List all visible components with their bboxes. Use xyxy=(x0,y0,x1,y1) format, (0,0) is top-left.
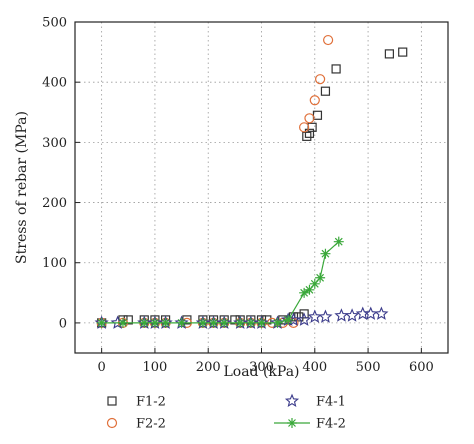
data-point-f2-2 xyxy=(323,34,334,46)
legend-marker-f2-2 xyxy=(106,417,118,429)
data-point-f4-2 xyxy=(208,317,219,328)
data-point-f2-2 xyxy=(299,122,310,133)
data-point-f4-2 xyxy=(304,284,315,295)
data-point-f4-2 xyxy=(139,317,150,328)
y-tick-label: 200 xyxy=(42,196,67,211)
legend: F1-2 F2-2 F4-1 F4-2 xyxy=(106,393,346,432)
data-point-f1-2 xyxy=(398,47,408,57)
data-point-f2-2 xyxy=(309,95,320,106)
legend-label-f4-2: F4-2 xyxy=(316,417,346,432)
y-axis-label: Stress of rebar (MPa) xyxy=(14,111,30,264)
y-tick-label: 500 xyxy=(42,16,67,31)
x-tick-label: 200 xyxy=(196,360,221,375)
series-line-f4-2 xyxy=(101,241,340,324)
data-point-f1-2 xyxy=(331,64,341,74)
legend-item-f4-2: F4-2 xyxy=(274,417,346,432)
data-point-f4-2 xyxy=(149,317,160,328)
data-point-f4-2 xyxy=(309,278,320,289)
data-point-f4-2 xyxy=(283,314,294,325)
x-tick-label: 400 xyxy=(302,360,327,375)
data-point-f2-2 xyxy=(304,113,315,124)
data-point-f4-2 xyxy=(256,317,267,328)
data-point-f4-2 xyxy=(333,236,344,247)
grid-lines xyxy=(75,21,448,353)
data-point-f1-2 xyxy=(123,315,133,325)
x-tick-label: 100 xyxy=(143,360,168,375)
data-point-f4-2 xyxy=(299,287,310,298)
data-point-f1-2 xyxy=(384,49,394,59)
axis-ticks: 0 100 200 300 400 500 600 0 100 200 300 400 500 xyxy=(42,16,434,376)
data-point-f1-2 xyxy=(299,309,309,319)
series-layer xyxy=(94,34,408,329)
x-tick-label: 500 xyxy=(356,360,381,375)
data-point-f4-1 xyxy=(297,312,312,326)
series-f4-2 xyxy=(96,236,344,328)
data-point-f4-2 xyxy=(176,317,187,328)
legend-item-f2-2: F2-2 xyxy=(106,417,166,432)
data-point-f4-1 xyxy=(334,308,349,322)
y-tick-label: 300 xyxy=(42,136,67,151)
data-point-f4-2 xyxy=(315,272,326,283)
legend-label-f1-2: F1-2 xyxy=(136,395,166,410)
y-tick-label: 100 xyxy=(42,256,67,271)
legend-marker-f1-2 xyxy=(107,396,117,406)
series-f1-2 xyxy=(97,47,408,328)
data-point-f2-2 xyxy=(315,74,326,85)
data-point-f4-2 xyxy=(96,317,107,328)
plot-area: 0 100 200 300 400 500 600 0 100 200 300 400 500 xyxy=(42,16,449,376)
legend-label-f2-2: F2-2 xyxy=(136,417,166,432)
series-f2-2 xyxy=(96,34,334,329)
legend-marker-f4-1 xyxy=(284,393,300,408)
data-point-f1-2 xyxy=(320,86,331,96)
data-point-f4-2 xyxy=(245,317,256,328)
data-point-f4-1 xyxy=(374,306,389,320)
x-tick-label: 300 xyxy=(249,360,274,375)
legend-item-f4-1: F4-1 xyxy=(284,393,346,410)
x-tick-label: 600 xyxy=(409,360,434,375)
data-point-f4-2 xyxy=(197,317,208,328)
data-point-f4-2 xyxy=(320,248,331,259)
y-tick-label: 0 xyxy=(59,316,67,331)
legend-label-f4-1: F4-1 xyxy=(316,395,346,410)
data-point-f4-2 xyxy=(160,317,171,328)
data-point-f4-1 xyxy=(110,315,125,329)
data-point-f4-1 xyxy=(363,306,378,320)
data-point-f4-1 xyxy=(307,309,322,323)
x-axis-label: Load (kPa) xyxy=(223,364,299,380)
legend-item-f1-2: F1-2 xyxy=(107,395,166,410)
data-point-f4-2 xyxy=(235,317,246,328)
x-tick-label: 0 xyxy=(98,360,106,375)
y-tick-label: 400 xyxy=(42,76,67,91)
data-point-f4-2 xyxy=(117,317,128,328)
data-point-f4-2 xyxy=(272,317,283,328)
data-point-f1-2 xyxy=(304,128,315,138)
data-point-f1-2 xyxy=(302,131,312,141)
data-point-f4-2 xyxy=(219,317,230,328)
data-point-f4-1 xyxy=(345,308,360,322)
legend-marker-f4-2 xyxy=(287,418,297,428)
data-point-f4-1 xyxy=(318,309,333,323)
